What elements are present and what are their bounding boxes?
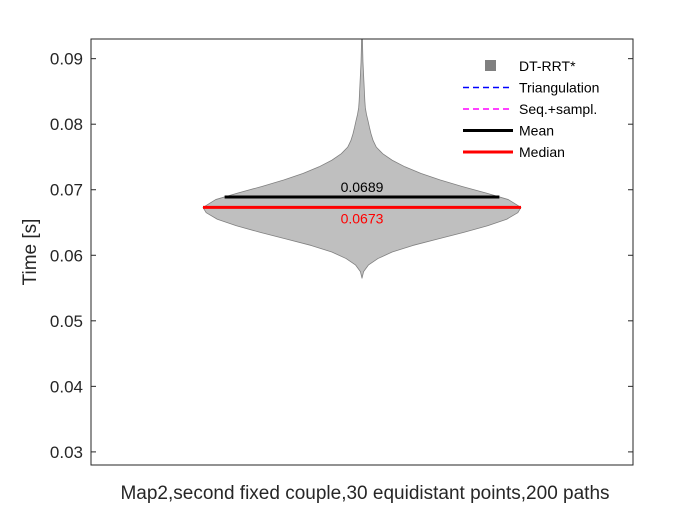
y-tick-label: 0.08 xyxy=(50,115,83,134)
plot-frame xyxy=(90,38,634,466)
y-tick-label: 0.05 xyxy=(50,312,83,331)
legend-label: Triangulation xyxy=(519,80,599,96)
median-value-label: 0.0673 xyxy=(341,210,384,226)
x-axis-label: Map2,second fixed couple,30 equidistant … xyxy=(120,483,609,504)
legend-label: Mean xyxy=(519,123,554,139)
legend-swatch-patch xyxy=(485,60,496,71)
legend: DT-RRT* Triangulation Seq.+sampl. Mean Media… xyxy=(463,58,599,160)
legend-label: DT-RRT* xyxy=(519,58,576,74)
stat-lines-layer: 0.0689 0.0673 xyxy=(203,179,521,226)
y-tick-label: 0.03 xyxy=(50,443,83,462)
legend-label: Median xyxy=(519,144,565,160)
y-tick-label: 0.09 xyxy=(50,50,83,69)
y-tick-label: 0.04 xyxy=(50,377,83,396)
y-tick-label: 0.07 xyxy=(50,181,83,200)
y-axis-label: Time [s] xyxy=(20,219,41,286)
y-tick-label: 0.06 xyxy=(50,246,83,265)
mean-value-label: 0.0689 xyxy=(341,179,384,195)
legend-label: Seq.+sampl. xyxy=(519,101,597,117)
y-axis-ticks: 0.03 0.04 0.05 0.06 0.07 0.08 0.09 xyxy=(50,50,633,462)
